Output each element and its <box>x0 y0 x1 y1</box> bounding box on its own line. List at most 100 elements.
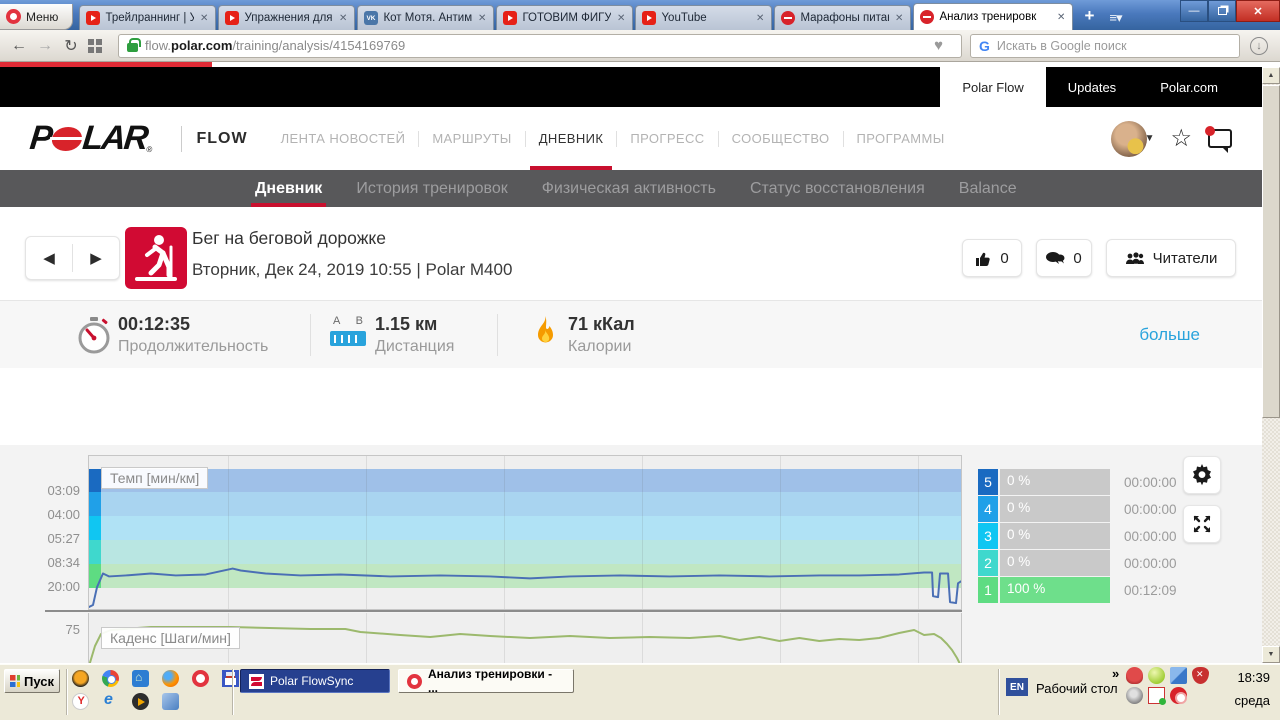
shield-alert-icon[interactable] <box>1192 667 1209 684</box>
topbar-link-polarcom[interactable]: Polar.com <box>1160 79 1218 95</box>
browser-tab-active[interactable]: Анализ тренировк ✕ <box>913 3 1074 30</box>
tab-close-icon[interactable]: ✕ <box>339 12 348 24</box>
topbar-link-updates[interactable]: Updates <box>1067 79 1117 95</box>
browser-tab[interactable]: YouTube ✕ <box>635 5 773 30</box>
chrome-icon[interactable] <box>102 670 119 687</box>
zone-percent: 0 % <box>1007 554 1031 569</box>
scroll-up-arrow[interactable]: ▲ <box>1262 67 1280 84</box>
tab-close-icon[interactable]: ✕ <box>756 12 765 24</box>
lime-icon[interactable] <box>1148 667 1165 684</box>
home-icon[interactable] <box>132 670 149 687</box>
pace-ytick: 05:27 <box>47 531 80 546</box>
session-subtitle: Вторник, Дек 24, 2019 10:55 | Polar M400 <box>192 260 513 279</box>
speed-dial-icon[interactable] <box>88 38 102 53</box>
chart-settings-button[interactable] <box>1183 456 1221 494</box>
tab-close-icon[interactable]: ✕ <box>895 12 904 24</box>
pace-ytick: 04:00 <box>47 507 80 522</box>
nav-item-routes[interactable]: МАРШРУТЫ <box>432 131 512 146</box>
scroll-down-arrow[interactable]: ▼ <box>1262 646 1280 663</box>
subnav-item-balance[interactable]: Balance <box>958 179 1017 197</box>
appblue-icon[interactable] <box>162 693 179 710</box>
new-tab-button[interactable]: + <box>1084 6 1095 25</box>
tab-close-icon[interactable]: ✕ <box>478 12 487 24</box>
forward-icon[interactable]: → <box>37 36 53 54</box>
browser-titlebar: Меню Трейлраннинг | Уп ✕ Упражнения для … <box>0 0 1280 30</box>
comment-button[interactable]: 0 <box>1036 239 1092 277</box>
readers-button[interactable]: Читатели <box>1106 239 1236 277</box>
start-button[interactable]: Пуск <box>4 669 60 693</box>
browser-tab[interactable]: Кот Мотя. Антимы ✕ <box>357 5 495 30</box>
scrollbar-thumb[interactable] <box>1262 85 1280 418</box>
prev-session-button[interactable]: ◀ <box>43 250 55 267</box>
restore-button[interactable] <box>1208 0 1236 22</box>
browser-tab[interactable]: Трейлраннинг | Уп ✕ <box>79 5 217 30</box>
sync-ok-icon[interactable] <box>1148 687 1166 705</box>
browser-menu-button[interactable]: Меню <box>0 4 74 30</box>
nav-item-feed[interactable]: ЛЕНТА НОВОСТЕЙ <box>280 131 406 146</box>
webcam-icon[interactable] <box>1126 687 1143 704</box>
browser-tab[interactable]: Марафоны питани ✕ <box>774 5 912 30</box>
network-icon[interactable] <box>1170 667 1187 684</box>
taskbar-task-analysis[interactable]: Анализ тренировки - ... <box>398 667 574 695</box>
player-icon[interactable] <box>132 693 149 710</box>
opera-icon[interactable] <box>192 670 209 687</box>
like-button[interactable]: 0 <box>962 239 1022 277</box>
red-app-icon[interactable] <box>1170 687 1187 704</box>
back-icon[interactable]: ← <box>11 36 27 54</box>
secure-padlock-icon <box>127 37 141 52</box>
nav-item-progress[interactable]: ПРОГРЕСС <box>630 131 705 146</box>
polar-logo[interactable]: P LAR ® <box>28 119 153 157</box>
notifications-icon[interactable] <box>1205 126 1232 153</box>
tab-close-icon[interactable]: ✕ <box>1057 11 1066 23</box>
fullscreen-expand-button[interactable] <box>1183 505 1221 543</box>
toolbar-overflow-chevron[interactable]: » <box>1112 666 1120 681</box>
minimize-button[interactable]: — <box>1180 0 1208 22</box>
scrollbar[interactable]: ▲ ▼ <box>1262 67 1280 663</box>
download-icon[interactable]: ↓ <box>1250 36 1268 55</box>
zone-row: 2 0 % 00:00:00 <box>978 550 1177 576</box>
next-session-button[interactable]: ▶ <box>90 250 102 267</box>
tab-close-icon[interactable]: ✕ <box>617 12 626 24</box>
save-icon[interactable] <box>222 670 239 687</box>
more-link[interactable]: больше <box>1139 325 1200 344</box>
desktop-toolbar-label[interactable]: Рабочий стол <box>1036 681 1118 696</box>
nav-item-community[interactable]: СООБЩЕСТВО <box>731 131 830 146</box>
nav-item-diary[interactable]: ДНЕВНИК <box>526 107 617 170</box>
tab-list-button[interactable]: ≡▾ <box>1109 10 1122 25</box>
close-button[interactable]: ✕ <box>1236 0 1280 22</box>
taskbar-clock[interactable]: 18:39 среда <box>1235 670 1271 708</box>
search-input[interactable] <box>996 38 1231 53</box>
red-creature-icon[interactable] <box>1126 667 1143 684</box>
browser-tab[interactable]: ГОТОВИМ ФИГУРУ ✕ <box>496 5 634 30</box>
search-field[interactable]: G <box>970 33 1240 58</box>
bookmark-heart-icon[interactable]: ♥ <box>934 37 943 54</box>
favorites-star-icon[interactable]: ☆ <box>1170 125 1192 152</box>
cadence-chart[interactable]: Каденс [Шаги/мин] <box>88 613 962 663</box>
subnav-item-activity[interactable]: Физическая активность <box>541 179 716 197</box>
quick-launch-row2 <box>72 691 179 710</box>
distance-value: 1.15 км <box>375 314 438 334</box>
nav-item-programs[interactable]: ПРОГРАММЫ <box>856 131 945 146</box>
browser-tab[interactable]: Упражнения для у ✕ <box>218 5 356 30</box>
comment-icon <box>1046 251 1065 264</box>
zone-number: 5 <box>978 469 998 495</box>
yandex-icon[interactable] <box>72 693 89 710</box>
reload-icon[interactable]: ↻ <box>64 37 78 55</box>
firefox-icon[interactable] <box>162 670 179 687</box>
aimp-icon[interactable] <box>72 670 89 687</box>
subnav-item-history[interactable]: История тренировок <box>356 179 508 197</box>
taskbar-task-flowsync[interactable]: Polar FlowSync <box>240 669 390 693</box>
ie-icon[interactable] <box>102 691 119 710</box>
zone-row: 5 0 % 00:00:00 <box>978 469 1177 495</box>
profile-menu[interactable]: ▼ <box>1110 120 1154 157</box>
address-bar[interactable]: flow.polar.com/training/analysis/4154169… <box>118 33 962 58</box>
pace-chart[interactable]: Темп [мин/км] <box>88 455 962 610</box>
subnav-item-recovery[interactable]: Статус восстановления <box>749 179 925 197</box>
tab-close-icon[interactable]: ✕ <box>200 12 209 24</box>
subnav-item-diary[interactable]: Дневник <box>250 170 327 207</box>
topbar-link-polar-flow[interactable]: Polar Flow <box>940 67 1046 107</box>
tab-favicon <box>920 10 935 24</box>
language-indicator[interactable]: EN <box>1006 678 1028 696</box>
